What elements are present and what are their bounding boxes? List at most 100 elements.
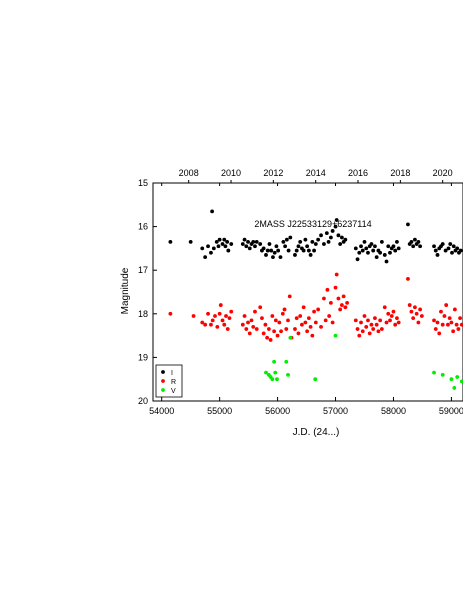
- data-point-R: [260, 316, 264, 321]
- data-point-I: [366, 250, 370, 255]
- data-point-R: [334, 272, 339, 277]
- data-point-I: [378, 250, 383, 255]
- data-point-I: [396, 246, 401, 251]
- data-point-R: [206, 311, 210, 316]
- y-tick-label: 17: [138, 265, 148, 275]
- data-point-R: [458, 316, 463, 321]
- data-point-R: [338, 307, 343, 312]
- data-point-I: [328, 235, 333, 240]
- data-point-I: [448, 242, 453, 246]
- data-point-R: [452, 307, 457, 312]
- data-point-V: [313, 377, 318, 382]
- data-point-R: [305, 329, 310, 334]
- data-point-R: [388, 318, 392, 323]
- data-point-R: [263, 322, 268, 327]
- legend-label: V: [171, 388, 176, 395]
- data-point-R: [254, 327, 259, 331]
- data-point-I: [188, 239, 193, 244]
- data-point-I: [206, 244, 210, 249]
- data-point-R: [339, 303, 344, 307]
- data-point-V: [440, 372, 445, 377]
- data-point-V: [284, 359, 289, 364]
- x-axis-label: J.D. (24...): [293, 427, 340, 438]
- data-point-I: [364, 246, 369, 251]
- plot-frame: [152, 182, 463, 402]
- chart-title: 2MASS J22533129+6237114: [254, 219, 371, 229]
- data-point-R: [459, 322, 463, 327]
- data-point-R: [353, 318, 358, 323]
- data-point-I: [338, 242, 343, 246]
- legend-marker: [161, 379, 165, 383]
- data-point-I: [214, 239, 219, 244]
- data-point-I: [242, 237, 247, 242]
- data-point-R: [287, 294, 292, 299]
- data-point-R: [323, 318, 328, 323]
- data-point-I: [416, 239, 421, 244]
- data-point-R: [168, 311, 173, 316]
- top-axis-year-label: 2020: [433, 168, 453, 178]
- y-tick-label: 16: [138, 222, 148, 232]
- data-point-R: [371, 327, 376, 331]
- data-point-R: [357, 333, 362, 338]
- x-tick-label: 58000: [381, 406, 406, 416]
- data-point-R: [333, 285, 338, 290]
- data-point-R: [224, 314, 228, 318]
- data-point-I: [222, 237, 227, 242]
- data-point-R: [442, 314, 447, 318]
- data-point-R: [374, 322, 379, 327]
- data-point-I: [391, 244, 396, 249]
- y-tick-label: 18: [138, 309, 148, 319]
- data-point-V: [449, 377, 454, 382]
- data-point-R: [345, 301, 350, 305]
- data-point-R: [306, 316, 311, 321]
- data-point-I: [312, 248, 316, 253]
- data-points: [168, 209, 463, 390]
- data-point-R: [449, 320, 454, 325]
- data-point-I: [324, 231, 329, 236]
- data-point-R: [355, 327, 360, 331]
- data-point-I: [225, 239, 230, 244]
- data-point-R: [273, 318, 278, 323]
- data-point-I: [343, 237, 348, 242]
- data-point-R: [395, 316, 399, 321]
- data-point-R: [396, 320, 401, 325]
- data-point-I: [326, 239, 331, 244]
- data-point-R: [379, 327, 384, 331]
- data-point-R: [240, 322, 245, 327]
- data-point-I: [357, 250, 362, 255]
- data-point-I: [313, 242, 318, 246]
- data-point-I: [382, 253, 387, 257]
- data-point-R: [272, 329, 277, 334]
- data-point-V: [459, 379, 463, 384]
- data-point-I: [240, 242, 245, 246]
- data-point-R: [343, 305, 348, 310]
- data-point-I: [265, 248, 270, 253]
- x-tick-label: 59000: [439, 406, 463, 416]
- data-point-R: [303, 320, 308, 325]
- legend-label: I: [171, 370, 173, 377]
- data-point-I: [306, 248, 311, 253]
- data-point-V: [270, 377, 275, 382]
- data-point-R: [382, 305, 387, 310]
- data-point-R: [225, 327, 230, 331]
- data-point-R: [191, 314, 196, 318]
- data-point-R: [336, 296, 341, 301]
- data-point-I: [298, 239, 303, 244]
- data-point-R: [294, 316, 299, 321]
- data-point-I: [336, 233, 341, 238]
- data-point-I: [220, 242, 225, 246]
- data-point-V: [452, 386, 457, 390]
- data-point-R: [313, 320, 318, 325]
- data-point-I: [283, 244, 288, 249]
- data-point-R: [293, 327, 297, 331]
- data-point-I: [286, 248, 291, 253]
- legend: IRV: [155, 364, 183, 398]
- data-point-I: [371, 248, 376, 253]
- y-tick-label: 20: [138, 396, 148, 406]
- data-point-R: [369, 322, 374, 327]
- axes: 54000 55000 56000 57000 58000 59000 15 16 17 18 19…: [138, 168, 463, 416]
- data-point-R: [391, 309, 396, 314]
- data-point-R: [389, 314, 394, 318]
- x-tick-label: 57000: [323, 406, 348, 416]
- data-point-R: [327, 314, 332, 318]
